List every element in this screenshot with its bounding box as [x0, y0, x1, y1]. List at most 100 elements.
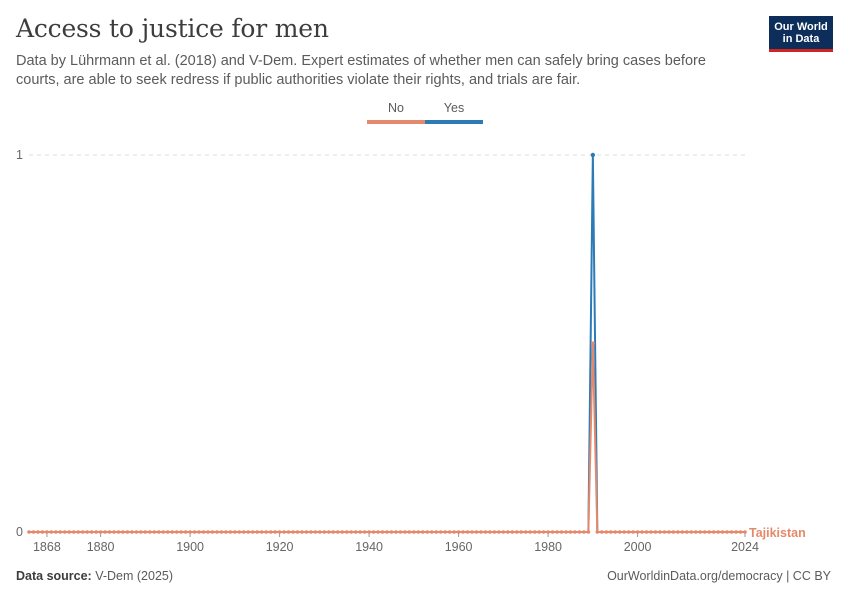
point-no-1898 [179, 530, 183, 534]
point-no-1931 [327, 530, 331, 534]
point-no-1948 [403, 530, 407, 534]
point-no-2024 [743, 530, 747, 534]
point-no-2022 [734, 530, 738, 534]
point-no-1967 [488, 530, 492, 534]
point-no-1899 [183, 530, 188, 534]
point-no-1942 [376, 530, 380, 534]
point-no-1922 [286, 530, 291, 534]
point-no-1995 [613, 530, 618, 534]
x-tick-label: 1980 [534, 540, 562, 554]
x-tick-label: 1920 [266, 540, 294, 554]
point-no-1911 [237, 530, 242, 534]
point-no-1933 [335, 530, 340, 534]
point-no-1947 [398, 530, 403, 534]
point-no-1902 [197, 530, 201, 534]
point-no-1881 [103, 530, 107, 534]
point-no-1886 [125, 530, 130, 534]
point-no-1974 [519, 530, 524, 534]
point-no-2004 [653, 530, 658, 534]
point-no-1872 [63, 530, 67, 534]
series-end-label: Tajikistan [749, 526, 806, 540]
data-source-label: Data source: [16, 569, 92, 583]
point-no-2020 [725, 530, 729, 534]
point-no-1959 [452, 530, 456, 534]
point-no-2009 [676, 530, 680, 534]
point-no-1874 [71, 530, 76, 534]
legend-label-yes: Yes [443, 101, 465, 115]
legend-swatch-yes [425, 120, 483, 124]
point-no-1981 [550, 530, 555, 534]
point-no-2023 [738, 530, 743, 534]
point-no-2017 [711, 530, 716, 534]
point-no-1919 [273, 530, 277, 534]
point-no-2021 [729, 530, 734, 534]
point-no-1869 [49, 530, 54, 534]
point-no-1970 [501, 530, 506, 534]
point-no-1873 [67, 530, 72, 534]
point-no-1900 [188, 530, 192, 534]
point-no-1921 [282, 530, 286, 534]
point-no-1962 [465, 530, 470, 534]
point-no-1917 [264, 530, 268, 534]
point-no-2001 [640, 530, 644, 534]
data-source-value[interactable]: V-Dem (2025) [95, 569, 174, 583]
point-no-1965 [479, 530, 483, 534]
point-no-1982 [555, 530, 559, 534]
point-no-1936 [349, 530, 354, 534]
point-no-1868 [45, 530, 49, 534]
point-no-1992 [600, 530, 604, 534]
point-no-1877 [85, 530, 89, 534]
point-no-1949 [407, 530, 412, 534]
point-no-1879 [94, 530, 98, 534]
point-no-1897 [174, 530, 179, 534]
legend-item-no[interactable]: No [367, 101, 425, 124]
point-no-1952 [421, 530, 425, 534]
point-no-1864 [27, 530, 31, 534]
point-no-1939 [362, 530, 367, 534]
point-no-2012 [689, 530, 694, 534]
point-no-1996 [617, 530, 622, 534]
point-no-1956 [438, 530, 443, 534]
point-no-1934 [340, 530, 345, 534]
point-no-1888 [134, 530, 139, 534]
footer-link[interactable]: OurWorldinData.org/democracy | CC BY [607, 569, 831, 583]
point-no-1954 [429, 530, 434, 534]
point-no-1955 [434, 530, 439, 534]
point-no-1977 [532, 530, 537, 534]
x-tick-label: 1940 [355, 540, 383, 554]
point-no-1927 [309, 530, 313, 534]
point-no-1893 [156, 530, 161, 534]
point-no-1896 [170, 530, 174, 534]
point-no-1905 [210, 530, 215, 534]
point-no-1957 [443, 530, 447, 534]
legend-item-yes[interactable]: Yes [425, 101, 483, 124]
point-no-1909 [228, 530, 233, 534]
point-no-1941 [371, 530, 376, 534]
point-no-1906 [215, 530, 219, 534]
data-source: Data source: V-Dem (2025) [16, 569, 173, 583]
point-no-1945 [389, 530, 394, 534]
owid-logo[interactable]: Our World in Data [769, 16, 833, 52]
point-no-1960 [456, 530, 461, 534]
point-no-1908 [224, 530, 228, 534]
point-no-2013 [693, 530, 698, 534]
y-tick-label: 1 [16, 148, 23, 162]
legend-label-no: No [388, 101, 404, 115]
point-no-1973 [514, 530, 519, 534]
point-no-1930 [322, 530, 327, 534]
x-tick-label: 1960 [445, 540, 473, 554]
point-no-1943 [380, 530, 385, 534]
y-tick-label: 0 [16, 525, 23, 539]
point-no-1944 [385, 530, 389, 534]
point-no-1993 [604, 530, 609, 534]
point-no-1978 [537, 530, 541, 534]
point-no-1915 [255, 530, 260, 534]
x-tick-label: 1868 [33, 540, 61, 554]
chart-title: Access to justice for men [16, 14, 329, 43]
point-no-1892 [152, 530, 157, 534]
point-no-1887 [130, 530, 134, 534]
point-no-1937 [353, 530, 358, 534]
point-no-1870 [54, 530, 58, 534]
point-no-1987 [577, 530, 582, 534]
